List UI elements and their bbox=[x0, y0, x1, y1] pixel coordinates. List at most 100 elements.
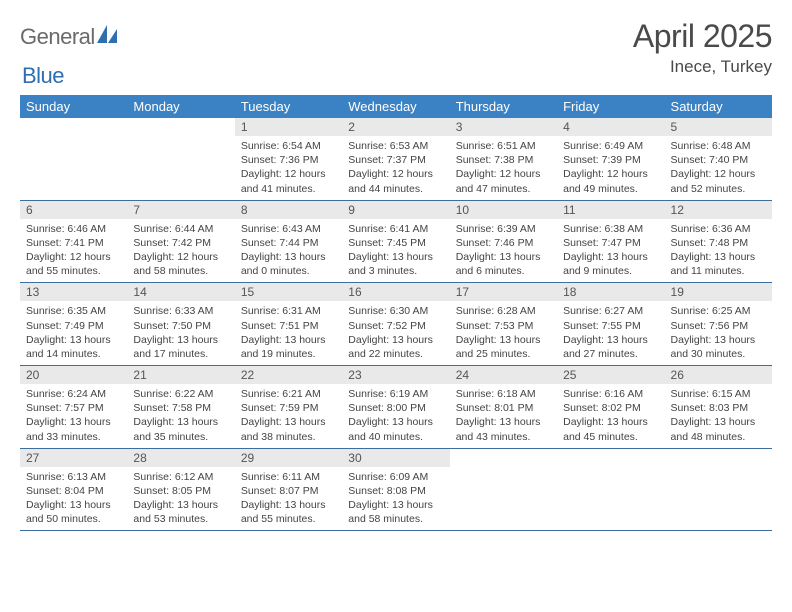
day-details: Sunrise: 6:22 AMSunset: 7:58 PMDaylight:… bbox=[127, 384, 234, 448]
daylight-line: Daylight: 13 hours and 30 minutes. bbox=[671, 333, 766, 361]
sunrise-line: Sunrise: 6:28 AM bbox=[456, 304, 551, 318]
day-cell: 13Sunrise: 6:35 AMSunset: 7:49 PMDayligh… bbox=[20, 283, 127, 366]
daylight-line: Daylight: 13 hours and 6 minutes. bbox=[456, 250, 551, 278]
day-number: 11 bbox=[557, 201, 664, 219]
day-cell: 2Sunrise: 6:53 AMSunset: 7:37 PMDaylight… bbox=[342, 118, 449, 200]
daylight-line: Daylight: 13 hours and 27 minutes. bbox=[563, 333, 658, 361]
day-details: Sunrise: 6:41 AMSunset: 7:45 PMDaylight:… bbox=[342, 219, 449, 283]
day-number: 27 bbox=[20, 449, 127, 467]
day-cell: 16Sunrise: 6:30 AMSunset: 7:52 PMDayligh… bbox=[342, 283, 449, 366]
daylight-line: Daylight: 13 hours and 40 minutes. bbox=[348, 415, 443, 443]
daylight-line: Daylight: 13 hours and 45 minutes. bbox=[563, 415, 658, 443]
sunset-line: Sunset: 7:48 PM bbox=[671, 236, 766, 250]
day-number: 2 bbox=[342, 118, 449, 136]
sunrise-line: Sunrise: 6:15 AM bbox=[671, 387, 766, 401]
day-details: Sunrise: 6:28 AMSunset: 7:53 PMDaylight:… bbox=[450, 301, 557, 365]
week-row: 20Sunrise: 6:24 AMSunset: 7:57 PMDayligh… bbox=[20, 366, 772, 449]
dayhead-saturday: Saturday bbox=[665, 95, 772, 118]
daylight-line: Daylight: 13 hours and 58 minutes. bbox=[348, 498, 443, 526]
daylight-line: Daylight: 12 hours and 55 minutes. bbox=[26, 250, 121, 278]
sunrise-line: Sunrise: 6:36 AM bbox=[671, 222, 766, 236]
daylight-line: Daylight: 13 hours and 43 minutes. bbox=[456, 415, 551, 443]
daylight-line: Daylight: 12 hours and 58 minutes. bbox=[133, 250, 228, 278]
day-number: 7 bbox=[127, 201, 234, 219]
day-number: 22 bbox=[235, 366, 342, 384]
daylight-line: Daylight: 13 hours and 25 minutes. bbox=[456, 333, 551, 361]
day-cell bbox=[127, 118, 234, 200]
sunrise-line: Sunrise: 6:11 AM bbox=[241, 470, 336, 484]
sunrise-line: Sunrise: 6:48 AM bbox=[671, 139, 766, 153]
daylight-line: Daylight: 12 hours and 41 minutes. bbox=[241, 167, 336, 195]
day-details: Sunrise: 6:43 AMSunset: 7:44 PMDaylight:… bbox=[235, 219, 342, 283]
day-number: 4 bbox=[557, 118, 664, 136]
daylight-line: Daylight: 13 hours and 0 minutes. bbox=[241, 250, 336, 278]
sunrise-line: Sunrise: 6:19 AM bbox=[348, 387, 443, 401]
sunset-line: Sunset: 7:45 PM bbox=[348, 236, 443, 250]
day-number: 13 bbox=[20, 283, 127, 301]
sunset-line: Sunset: 7:56 PM bbox=[671, 319, 766, 333]
day-number: 12 bbox=[665, 201, 772, 219]
day-cell: 29Sunrise: 6:11 AMSunset: 8:07 PMDayligh… bbox=[235, 448, 342, 531]
sunset-line: Sunset: 7:42 PM bbox=[133, 236, 228, 250]
sunset-line: Sunset: 7:40 PM bbox=[671, 153, 766, 167]
day-cell: 4Sunrise: 6:49 AMSunset: 7:39 PMDaylight… bbox=[557, 118, 664, 200]
day-cell: 8Sunrise: 6:43 AMSunset: 7:44 PMDaylight… bbox=[235, 200, 342, 283]
daylight-line: Daylight: 13 hours and 38 minutes. bbox=[241, 415, 336, 443]
daylight-line: Daylight: 13 hours and 55 minutes. bbox=[241, 498, 336, 526]
sunrise-line: Sunrise: 6:44 AM bbox=[133, 222, 228, 236]
sunrise-line: Sunrise: 6:53 AM bbox=[348, 139, 443, 153]
day-number: 18 bbox=[557, 283, 664, 301]
calendar-page: General April 2025 Inece, Turkey Blue Su… bbox=[0, 0, 792, 531]
sunrise-line: Sunrise: 6:16 AM bbox=[563, 387, 658, 401]
day-number: 10 bbox=[450, 201, 557, 219]
day-details: Sunrise: 6:27 AMSunset: 7:55 PMDaylight:… bbox=[557, 301, 664, 365]
day-number: 17 bbox=[450, 283, 557, 301]
sunset-line: Sunset: 8:02 PM bbox=[563, 401, 658, 415]
day-details: Sunrise: 6:49 AMSunset: 7:39 PMDaylight:… bbox=[557, 136, 664, 200]
sunrise-line: Sunrise: 6:39 AM bbox=[456, 222, 551, 236]
sunrise-line: Sunrise: 6:25 AM bbox=[671, 304, 766, 318]
day-details: Sunrise: 6:54 AMSunset: 7:36 PMDaylight:… bbox=[235, 136, 342, 200]
sunset-line: Sunset: 8:01 PM bbox=[456, 401, 551, 415]
sunset-line: Sunset: 7:57 PM bbox=[26, 401, 121, 415]
day-cell: 9Sunrise: 6:41 AMSunset: 7:45 PMDaylight… bbox=[342, 200, 449, 283]
sunrise-line: Sunrise: 6:13 AM bbox=[26, 470, 121, 484]
sunrise-line: Sunrise: 6:31 AM bbox=[241, 304, 336, 318]
sunrise-line: Sunrise: 6:18 AM bbox=[456, 387, 551, 401]
brand-word2: Blue bbox=[22, 63, 64, 88]
day-cell: 23Sunrise: 6:19 AMSunset: 8:00 PMDayligh… bbox=[342, 366, 449, 449]
sunset-line: Sunset: 8:08 PM bbox=[348, 484, 443, 498]
calendar-table: Sunday Monday Tuesday Wednesday Thursday… bbox=[20, 95, 772, 531]
sunset-line: Sunset: 7:50 PM bbox=[133, 319, 228, 333]
day-number: 15 bbox=[235, 283, 342, 301]
daylight-line: Daylight: 13 hours and 11 minutes. bbox=[671, 250, 766, 278]
day-details: Sunrise: 6:12 AMSunset: 8:05 PMDaylight:… bbox=[127, 467, 234, 531]
sunset-line: Sunset: 7:59 PM bbox=[241, 401, 336, 415]
brand-word1: General bbox=[20, 24, 95, 50]
day-details: Sunrise: 6:44 AMSunset: 7:42 PMDaylight:… bbox=[127, 219, 234, 283]
day-cell bbox=[557, 448, 664, 531]
day-details: Sunrise: 6:16 AMSunset: 8:02 PMDaylight:… bbox=[557, 384, 664, 448]
sunset-line: Sunset: 7:38 PM bbox=[456, 153, 551, 167]
title-block: April 2025 Inece, Turkey bbox=[633, 18, 772, 77]
day-details: Sunrise: 6:53 AMSunset: 7:37 PMDaylight:… bbox=[342, 136, 449, 200]
daylight-line: Daylight: 13 hours and 33 minutes. bbox=[26, 415, 121, 443]
day-cell: 18Sunrise: 6:27 AMSunset: 7:55 PMDayligh… bbox=[557, 283, 664, 366]
daylight-line: Daylight: 13 hours and 53 minutes. bbox=[133, 498, 228, 526]
sunrise-line: Sunrise: 6:12 AM bbox=[133, 470, 228, 484]
dayhead-thursday: Thursday bbox=[450, 95, 557, 118]
day-number: 19 bbox=[665, 283, 772, 301]
day-cell: 14Sunrise: 6:33 AMSunset: 7:50 PMDayligh… bbox=[127, 283, 234, 366]
day-cell: 5Sunrise: 6:48 AMSunset: 7:40 PMDaylight… bbox=[665, 118, 772, 200]
day-header-row: Sunday Monday Tuesday Wednesday Thursday… bbox=[20, 95, 772, 118]
month-title: April 2025 bbox=[633, 18, 772, 55]
sunrise-line: Sunrise: 6:21 AM bbox=[241, 387, 336, 401]
week-row: 6Sunrise: 6:46 AMSunset: 7:41 PMDaylight… bbox=[20, 200, 772, 283]
week-row: 27Sunrise: 6:13 AMSunset: 8:04 PMDayligh… bbox=[20, 448, 772, 531]
sunset-line: Sunset: 7:47 PM bbox=[563, 236, 658, 250]
sunrise-line: Sunrise: 6:49 AM bbox=[563, 139, 658, 153]
day-details: Sunrise: 6:21 AMSunset: 7:59 PMDaylight:… bbox=[235, 384, 342, 448]
sunrise-line: Sunrise: 6:09 AM bbox=[348, 470, 443, 484]
day-number: 26 bbox=[665, 366, 772, 384]
sunrise-line: Sunrise: 6:27 AM bbox=[563, 304, 658, 318]
